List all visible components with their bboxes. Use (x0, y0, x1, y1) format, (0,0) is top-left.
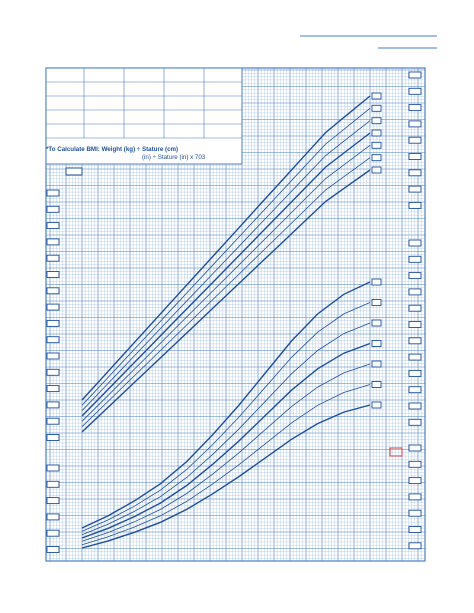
scale-top-box (65, 167, 83, 176)
left-scale-box (46, 368, 60, 376)
left-scale-box (46, 434, 60, 441)
bmi-table-box (45, 67, 243, 165)
stature-curves (81, 92, 382, 433)
curve-line (81, 107, 371, 406)
right-scale-box (408, 185, 422, 193)
right-scale-box (408, 493, 422, 501)
curve-line (81, 363, 371, 542)
right-scale-box (408, 104, 422, 112)
curve-end-box (371, 319, 382, 327)
curve-line (81, 157, 371, 427)
left-scale-box (46, 352, 60, 360)
curve-line (81, 342, 371, 539)
bmi-formula-line2: (in) ÷ Stature (in) x 703 (142, 154, 206, 161)
left-scale-box (46, 497, 60, 505)
curve-line (81, 95, 371, 401)
right-scale-box (408, 169, 422, 177)
right-scale-box (408, 402, 422, 410)
left-scale-box (46, 319, 60, 327)
right-scale-box (408, 369, 422, 377)
right-scale-box (408, 304, 422, 312)
weight-curves (81, 278, 382, 549)
curve-line (81, 120, 371, 411)
curve-end-box (371, 401, 382, 409)
right-scale-box (408, 321, 422, 328)
curve-end-box (371, 381, 382, 388)
curve-line (81, 132, 371, 417)
curve-end-box (371, 340, 382, 347)
left-scale-box (46, 205, 60, 213)
red-marker (389, 447, 403, 457)
left-scale-box (46, 222, 60, 230)
left-scale-box (46, 401, 60, 409)
bmi-formula: *To Calculate BMI: Weight (kg) ÷ Stature… (46, 146, 242, 162)
right-scale-box (408, 526, 422, 533)
left-scale-box (46, 480, 60, 488)
right-scale-box (408, 255, 422, 263)
curve-end-box (371, 299, 382, 306)
curve-end-box (371, 278, 382, 286)
left-scale-box (46, 238, 60, 246)
right-scale-box (408, 337, 422, 345)
right-scale-labels (408, 71, 422, 550)
curve-line (81, 144, 371, 422)
curve-end-box (371, 92, 382, 100)
left-scale-box (46, 546, 60, 553)
bmi-table-lines (46, 68, 242, 139)
curve-line (81, 302, 371, 532)
right-scale-box (408, 418, 422, 426)
left-scale-box (46, 529, 60, 537)
right-scale-box (408, 509, 422, 517)
left-scale-box (46, 336, 60, 344)
curve-line (81, 404, 371, 549)
right-scale-box (408, 477, 422, 485)
curve-end-box (371, 141, 382, 149)
left-scale-box (46, 254, 60, 262)
left-scale-box (46, 385, 60, 393)
right-scale-box (408, 87, 422, 95)
right-scale-box (408, 120, 422, 128)
curve-line (81, 322, 371, 536)
curve-line (81, 384, 371, 546)
right-scale-box (408, 288, 422, 296)
curve-end-box (371, 129, 382, 137)
curve-end-box (371, 154, 382, 162)
right-scale-box (408, 386, 422, 394)
curve-end-box (371, 360, 382, 368)
right-scale-box (408, 136, 422, 144)
right-scale-box (408, 353, 422, 361)
curve-end-box (371, 166, 382, 174)
curve-line (81, 281, 371, 529)
right-scale-box (408, 272, 422, 280)
right-scale-box (408, 542, 422, 550)
right-scale-box (408, 71, 422, 79)
left-scale-box (46, 287, 60, 295)
left-scale-box (46, 271, 60, 278)
right-scale-box (408, 153, 422, 160)
right-scale-box (408, 201, 422, 209)
curve-end-box (371, 117, 382, 125)
left-scale-box (46, 189, 60, 197)
curve-line (81, 169, 371, 433)
left-scale-box (46, 464, 60, 472)
left-scale-labels (46, 189, 60, 553)
right-scale-box (408, 444, 422, 452)
right-scale-box (408, 239, 422, 247)
left-scale-box (46, 417, 60, 425)
curve-end-box (371, 104, 382, 112)
left-scale-box (46, 303, 60, 311)
bmi-formula-line1: *To Calculate BMI: Weight (kg) ÷ Stature… (46, 146, 179, 153)
right-scale-box (408, 460, 422, 468)
left-scale-box (46, 513, 60, 521)
